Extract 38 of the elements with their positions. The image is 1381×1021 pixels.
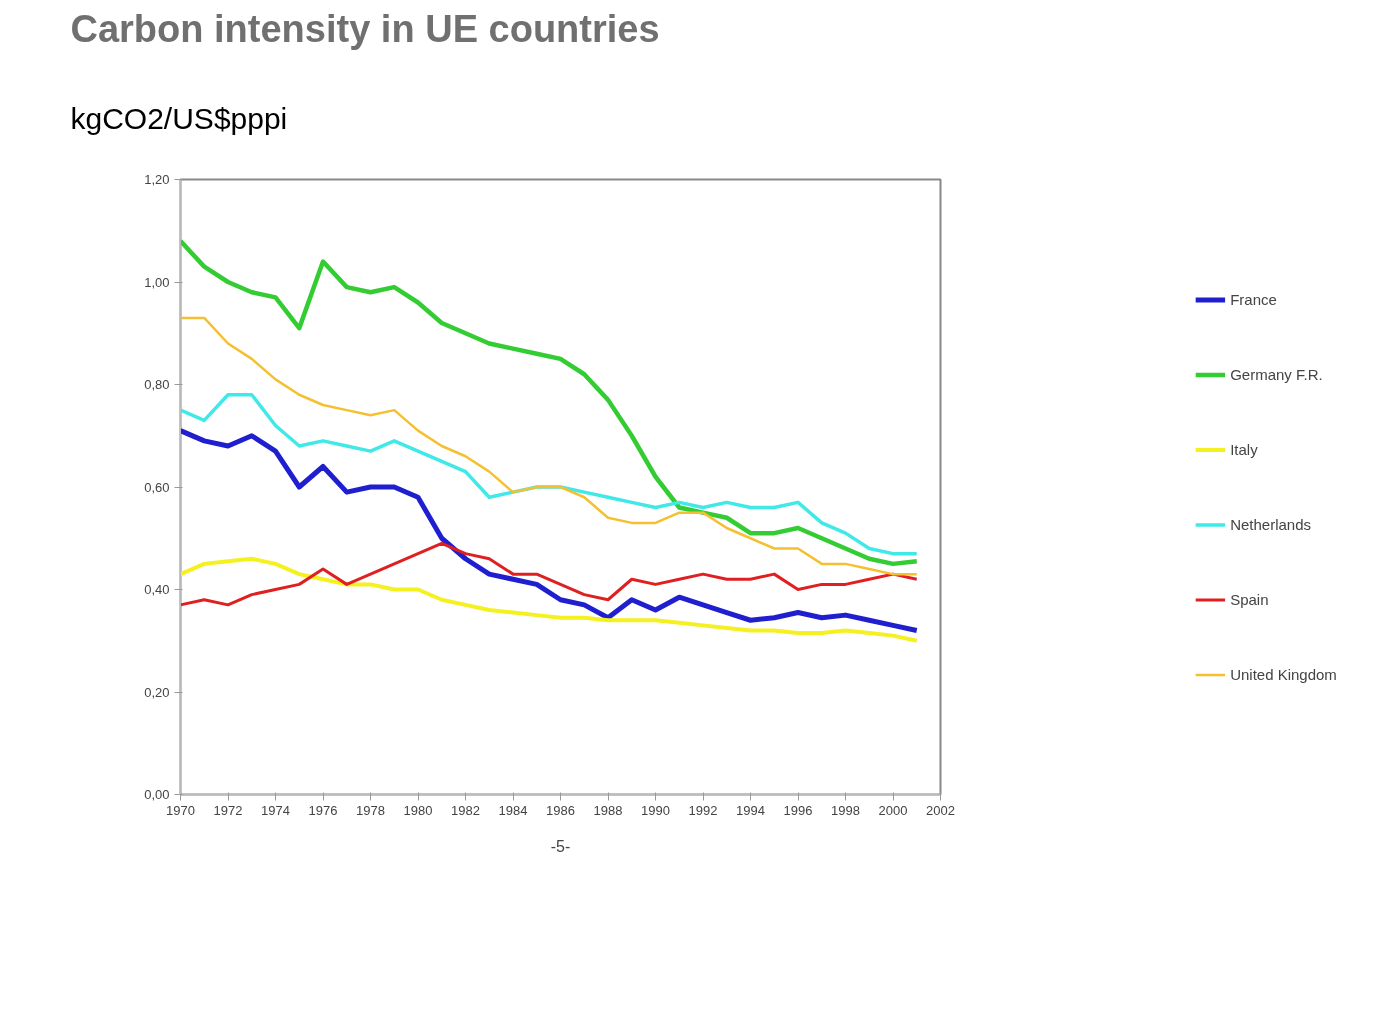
- y-tick-label: 0,40: [144, 582, 170, 597]
- x-tick-label: 1988: [593, 802, 623, 818]
- legend-label: Germany F.R.: [1230, 365, 1323, 383]
- legend-label: United Kingdom: [1230, 665, 1337, 683]
- x-tick-label: 1986: [546, 802, 575, 818]
- x-tick-label: 1992: [688, 802, 718, 818]
- y-tick-label: 0,00: [144, 787, 170, 802]
- x-tick-label: 2000: [878, 802, 908, 818]
- line-series: [180, 556, 919, 643]
- chart-subtitle: kgCO2/US$pppi: [70, 101, 288, 135]
- x-tick-label: 1996: [783, 802, 813, 818]
- x-tick-label: 1976: [308, 802, 338, 818]
- x-tick-label: 1984: [498, 802, 528, 818]
- legend-label: France: [1230, 290, 1277, 308]
- x-tick-label: 1974: [261, 802, 290, 818]
- y-tick-label: 1,20: [144, 172, 170, 187]
- chart-title: Carbon intensity in UE countries: [70, 7, 660, 50]
- x-tick-label: 2002: [926, 802, 955, 818]
- text: -5-: [550, 837, 571, 855]
- y-tick-label: 0,80: [144, 377, 170, 392]
- x-tick-label: 1990: [641, 802, 670, 818]
- line-series: [180, 541, 919, 607]
- y-tick-label: 0,60: [144, 479, 170, 495]
- line-series: [180, 393, 919, 556]
- y-tick-label: 0,20: [144, 684, 170, 700]
- line-series: [180, 316, 918, 576]
- x-tick-label: 1994: [736, 802, 765, 818]
- legend-label: Netherlands: [1230, 515, 1312, 533]
- line-series: [180, 238, 919, 567]
- legend-label: Italy: [1230, 440, 1258, 458]
- y-tick-label: 1,00: [144, 274, 170, 290]
- x-tick-label: 1998: [831, 802, 860, 818]
- legend-label: Spain: [1230, 590, 1269, 608]
- x-tick-label: 1982: [451, 802, 480, 818]
- x-tick-label: 1978: [356, 802, 385, 818]
- x-tick-label: 1970: [166, 802, 195, 818]
- x-tick-label: 1980: [403, 802, 433, 818]
- x-tick-label: 1972: [213, 802, 243, 818]
